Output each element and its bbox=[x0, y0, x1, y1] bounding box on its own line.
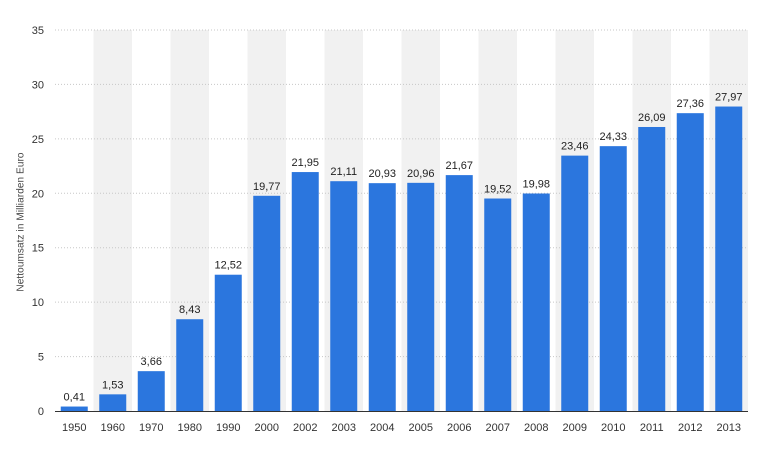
data-label: 0,41 bbox=[64, 392, 85, 404]
bar bbox=[330, 181, 358, 411]
x-tick-label: 2005 bbox=[409, 422, 433, 434]
bar bbox=[407, 182, 435, 411]
x-tick-label: 2004 bbox=[370, 422, 394, 434]
background-band bbox=[93, 30, 132, 411]
x-tick-label: 2000 bbox=[255, 422, 279, 434]
data-label: 12,52 bbox=[214, 260, 242, 272]
data-label: 19,98 bbox=[522, 179, 550, 191]
bars bbox=[60, 106, 743, 412]
x-tick-label: 2012 bbox=[678, 422, 702, 434]
bar bbox=[137, 371, 165, 411]
bar bbox=[676, 113, 704, 412]
bar bbox=[291, 172, 319, 411]
bar bbox=[99, 394, 127, 411]
x-tick-label: 2007 bbox=[486, 422, 510, 434]
x-tick-label: 2006 bbox=[447, 422, 471, 434]
x-tick-label: 2011 bbox=[640, 422, 664, 434]
y-tick-label: 0 bbox=[38, 406, 44, 418]
data-label: 1,53 bbox=[102, 379, 123, 391]
x-tick-label: 2009 bbox=[563, 422, 587, 434]
bar bbox=[176, 319, 204, 411]
x-tick-label: 2003 bbox=[332, 422, 356, 434]
data-label: 19,52 bbox=[484, 184, 512, 196]
x-tick-label: 1980 bbox=[178, 422, 202, 434]
x-tick-label: 1970 bbox=[139, 422, 163, 434]
axes: 0 5 10 15 20 25 30 35 1950 1960 1970 1980 1990 2000 20… bbox=[32, 25, 748, 434]
x-tick-label: 1950 bbox=[62, 422, 86, 434]
bar bbox=[599, 146, 627, 411]
y-axis-title: Nettoumsatz in Milliarden Euro bbox=[15, 152, 27, 292]
data-label: 27,36 bbox=[676, 98, 704, 110]
y-tick-label: 20 bbox=[32, 188, 44, 200]
data-label: 20,96 bbox=[407, 168, 435, 180]
bar bbox=[561, 155, 589, 411]
x-tick-label: 2008 bbox=[524, 422, 548, 434]
data-label: 26,09 bbox=[638, 112, 666, 124]
bar bbox=[368, 183, 396, 411]
data-label: 3,66 bbox=[141, 356, 162, 368]
data-label: 21,67 bbox=[445, 160, 473, 172]
data-label: 21,11 bbox=[330, 166, 357, 178]
y-tick-label: 10 bbox=[32, 297, 44, 309]
bar bbox=[445, 175, 473, 411]
data-label: 21,95 bbox=[291, 157, 319, 169]
value-labels: 0,41 1,53 3,66 8,43 12,52 19,77 21,95 21,11 20,9… bbox=[64, 92, 743, 404]
bar bbox=[715, 106, 743, 411]
x-tick-label: 2010 bbox=[601, 422, 625, 434]
y-tick-label: 35 bbox=[32, 25, 44, 37]
x-tick-label: 1960 bbox=[101, 422, 125, 434]
x-tick-label: 2002 bbox=[293, 422, 317, 434]
data-label: 27,97 bbox=[715, 92, 743, 104]
data-label: 19,77 bbox=[253, 181, 281, 193]
bar bbox=[522, 193, 550, 411]
bar bbox=[60, 406, 88, 411]
y-tick-label: 30 bbox=[32, 79, 44, 91]
y-tick-label: 15 bbox=[32, 243, 44, 255]
data-label: 24,33 bbox=[599, 131, 627, 143]
bar bbox=[484, 198, 512, 411]
x-tick-label: 2013 bbox=[717, 422, 741, 434]
bar bbox=[638, 126, 666, 412]
y-tick-label: 5 bbox=[38, 352, 44, 364]
data-label: 23,46 bbox=[561, 141, 589, 153]
data-label: 8,43 bbox=[179, 304, 200, 316]
y-tick-label: 25 bbox=[32, 134, 44, 146]
bar bbox=[253, 195, 281, 411]
bar bbox=[214, 274, 242, 411]
x-tick-label: 1990 bbox=[216, 422, 240, 434]
data-label: 20,93 bbox=[368, 168, 396, 180]
